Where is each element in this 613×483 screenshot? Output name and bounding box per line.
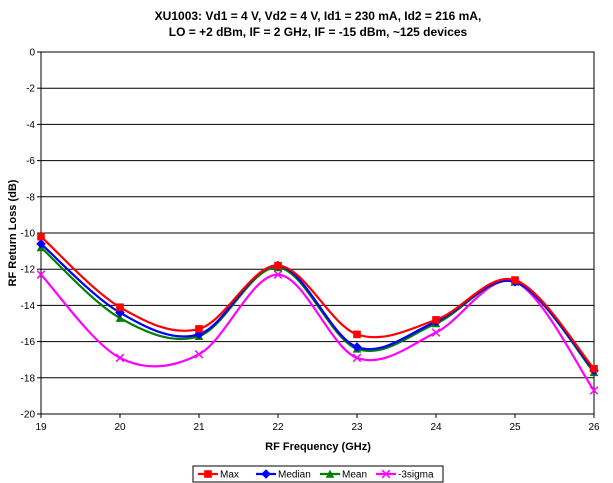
data-point (37, 232, 45, 241)
y-tick-label: -4 (26, 120, 35, 131)
legend-marker (261, 469, 271, 479)
data-point (36, 270, 46, 279)
legend-label: Max (220, 470, 239, 481)
series-group (36, 232, 599, 395)
data-point (194, 349, 204, 359)
data-point (431, 328, 441, 337)
x-tick-label: 23 (351, 422, 363, 433)
legend-marker (381, 469, 391, 479)
legend-label: Mean (342, 470, 367, 481)
y-tick-label: -14 (21, 301, 36, 312)
y-axis-ticks: 0 -2 -4 -6 -8 -10 -12 -14 -16 -18 -20 (21, 48, 41, 421)
y-tick-label: -8 (26, 192, 35, 203)
data-point (115, 307, 125, 318)
data-point (511, 276, 519, 284)
legend: Max Median Mean -3sigma (192, 465, 444, 483)
x-tick-label: 24 (430, 422, 442, 433)
legend-label: -3sigma (398, 470, 434, 481)
x-axis-label: RF Frequency (GHz) (265, 441, 371, 453)
y-axis-label: RF Return Loss (dB) (7, 179, 19, 286)
series-3sigma (36, 270, 599, 395)
data-point (590, 364, 598, 373)
legend-marker (204, 470, 212, 478)
data-point (352, 342, 362, 352)
x-tick-label: 26 (588, 422, 600, 433)
data-point (589, 386, 599, 395)
legend-label: Median (278, 470, 311, 481)
data-point (352, 353, 362, 363)
data-point (36, 239, 46, 249)
legend-item: Max (198, 470, 239, 481)
y-tick-label: 0 (29, 48, 35, 59)
x-tick-label: 25 (509, 422, 521, 433)
data-point (115, 313, 125, 322)
y-tick-label: -18 (21, 373, 36, 384)
y-tick-label: -12 (21, 265, 36, 276)
data-point (273, 270, 283, 279)
x-tick-label: 19 (35, 422, 47, 433)
y-tick-label: -10 (21, 229, 36, 240)
data-point (115, 353, 125, 363)
chart-title-line2: LO = +2 dBm, IF = 2 GHz, IF = -15 dBm, ~… (169, 25, 468, 39)
data-point (432, 316, 440, 324)
data-point (116, 303, 124, 312)
data-point (353, 330, 361, 339)
y-tick-label: -16 (21, 337, 36, 348)
x-axis-ticks: 19 20 21 22 23 24 25 26 (35, 414, 600, 433)
legend-item: Mean (320, 470, 367, 481)
legend-box (192, 465, 444, 483)
y-tick-label: -2 (26, 84, 35, 95)
legend-item: -3sigma (376, 470, 434, 481)
x-tick-label: 21 (193, 422, 205, 433)
series-line (40, 273, 595, 392)
data-point (274, 261, 282, 270)
data-point (195, 325, 203, 333)
legend-item: Median (256, 469, 311, 481)
chart-title-line1: XU1003: Vd1 = 4 V, Vd2 = 4 V, Id1 = 230 … (155, 9, 482, 23)
legend-marker (325, 469, 335, 478)
series-max (37, 232, 598, 373)
x-tick-label: 20 (114, 422, 126, 433)
y-tick-label: -6 (26, 156, 35, 167)
y-tick-label: -20 (21, 410, 36, 421)
x-tick-label: 22 (272, 422, 284, 433)
